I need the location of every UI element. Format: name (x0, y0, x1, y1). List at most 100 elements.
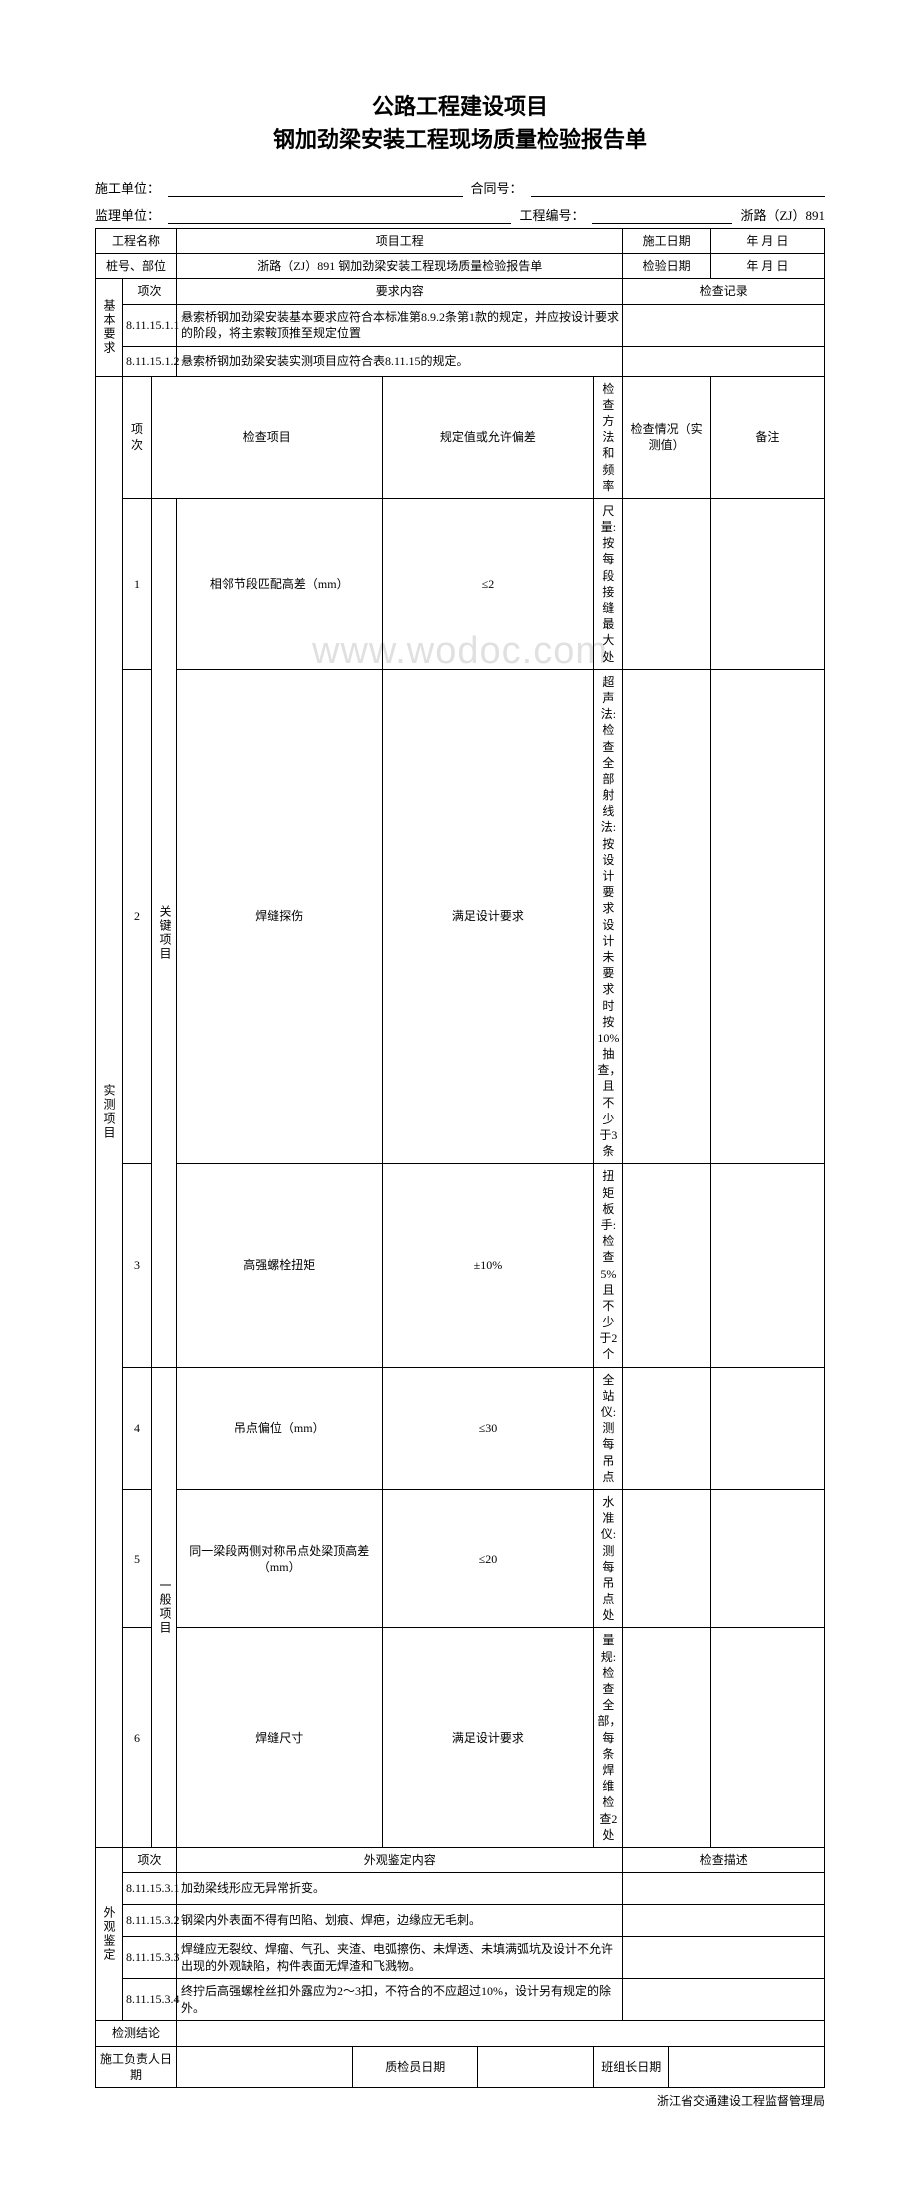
m-result-1[interactable] (623, 498, 710, 669)
conclusion-label: 检测结论 (96, 2021, 177, 2047)
m-remark-4[interactable] (710, 1367, 824, 1489)
m-remark-6[interactable] (710, 1628, 824, 1847)
document-container: 公路工程建设项目 钢加劲梁安装工程现场质量检验报告单 施工单位： 合同号： 监理… (95, 90, 825, 2109)
gcbh-label: 工程编号： (511, 205, 592, 224)
appearance-col-desc: 检查描述 (623, 1847, 825, 1872)
m-item-1: 相邻节段匹配高差（mm） (176, 498, 382, 669)
m-result-5[interactable] (623, 1489, 710, 1628)
appearance-row-3: 8.11.15.3.3 焊缝应无裂纹、焊瘤、气孔、夹渣、电弧擦伤、未焊透、未填满… (96, 1937, 825, 1979)
hth-value[interactable] (531, 181, 825, 197)
basic-content-2: 悬索桥钢加劲梁安装实测项目应符合表8.11.15的规定。 (176, 346, 622, 376)
m-remark-3[interactable] (710, 1164, 824, 1367)
m-spec-1: ≤2 (382, 498, 594, 669)
sgdw-value[interactable] (168, 181, 462, 197)
m-no-6: 6 (122, 1628, 151, 1847)
sgrq-label: 施工日期 (623, 229, 710, 254)
m-result-4[interactable] (623, 1367, 710, 1489)
key-label: 关键项目 (152, 498, 177, 1367)
m-spec-2: 满足设计要求 (382, 669, 594, 1164)
title-block: 公路工程建设项目 钢加劲梁安装工程现场质量检验报告单 (95, 90, 825, 156)
basic-section-label: 基本要求 (96, 279, 123, 376)
bzz-value[interactable] (669, 2047, 825, 2088)
signature-row: 施工负责人日期 质检员日期 班组长日期 (96, 2047, 825, 2088)
sgrq-value[interactable]: 年 月 日 (710, 229, 824, 254)
m-item-4: 吊点偏位（mm） (176, 1367, 382, 1489)
a-no-4: 8.11.15.3.4 (122, 1979, 176, 2021)
measured-col-remark: 备注 (710, 376, 824, 498)
m-method-3: 扭矩板手:检查5%且不少于2个 (594, 1164, 623, 1367)
m-no-4: 4 (122, 1367, 151, 1489)
jldw-value[interactable] (168, 208, 511, 224)
conclusion-row: 检测结论 (96, 2021, 825, 2047)
sgdw-label: 施工单位： (95, 178, 168, 197)
sgfzr-label: 施工负责人日期 (96, 2047, 177, 2088)
bzz-label: 班组长日期 (594, 2047, 669, 2088)
measured-row-4: 4 一般项目 吊点偏位（mm） ≤30 全站仪:测每吊点 (96, 1367, 825, 1489)
jyrq-value[interactable]: 年 月 日 (710, 254, 824, 279)
gcmc-label: 工程名称 (96, 229, 177, 254)
doc-code: 浙路（ZJ）891 (732, 205, 825, 224)
m-item-5: 同一梁段两侧对称吊点处梁顶高差（mm） (176, 1489, 382, 1628)
gcbh-value[interactable] (592, 208, 732, 224)
appearance-row-2: 8.11.15.3.2 钢梁内外表面不得有凹陷、划痕、焊疤，边缘应无毛刺。 (96, 1905, 825, 1937)
m-spec-5: ≤20 (382, 1489, 594, 1628)
footer-text: 浙江省交通建设工程监督管理局 (95, 2092, 825, 2109)
measured-row-3: 3 高强螺栓扭矩 ±10% 扭矩板手:检查5%且不少于2个 (96, 1164, 825, 1367)
zh-value: 浙路（ZJ）891 钢加劲梁安装工程现场质量检验报告单 (176, 254, 622, 279)
measured-row-1: 1 关键项目 相邻节段匹配高差（mm） ≤2 尺量:按每段接缝最大处 (96, 498, 825, 669)
main-table: 工程名称 项目工程 施工日期 年 月 日 桩号、部位 浙路（ZJ）891 钢加劲… (95, 228, 825, 2088)
basic-record-1[interactable] (623, 304, 825, 346)
m-item-2: 焊缝探伤 (176, 669, 382, 1164)
measured-row-6: 6 焊缝尺寸 满足设计要求 量规:检查全部，每条焊维检查2处 (96, 1628, 825, 1847)
measured-row-2: 2 焊缝探伤 满足设计要求 超声法:检查全部 射线法:按设计要求 设计未要求时按… (96, 669, 825, 1164)
basic-record-2[interactable] (623, 346, 825, 376)
appearance-section-label: 外观鉴定 (96, 1847, 123, 2020)
m-remark-2[interactable] (710, 669, 824, 1164)
conclusion-value[interactable] (176, 2021, 824, 2047)
measured-col-item: 检查项目 (152, 376, 382, 498)
m-spec-4: ≤30 (382, 1367, 594, 1489)
appearance-row-4: 8.11.15.3.4 终拧后高强螺栓丝扣外露应为2～3扣，不符合的不应超过10… (96, 1979, 825, 2021)
m-method-4: 全站仪:测每吊点 (594, 1367, 623, 1489)
basic-col-jilu: 检查记录 (623, 279, 825, 304)
sgfzr-value[interactable] (176, 2047, 352, 2088)
m-item-3: 高强螺栓扭矩 (176, 1164, 382, 1367)
m-no-1: 1 (122, 498, 151, 669)
appearance-row-1: 8.11.15.3.1 加劲梁线形应无异常折变。 (96, 1873, 825, 1905)
measured-row-5: 5 同一梁段两侧对称吊点处梁顶高差（mm） ≤20 水准仪:测每吊点处 (96, 1489, 825, 1628)
m-method-5: 水准仪:测每吊点处 (594, 1489, 623, 1628)
basic-header: 基本要求 项次 要求内容 检查记录 (96, 279, 825, 304)
a-desc-1[interactable] (623, 1873, 825, 1905)
title-line2: 钢加劲梁安装工程现场质量检验报告单 (95, 123, 825, 156)
a-content-3: 焊缝应无裂纹、焊瘤、气孔、夹渣、电弧擦伤、未焊透、未填满弧坑及设计不允许出现的外… (176, 1937, 622, 1979)
basic-col-yaoqiu: 要求内容 (176, 279, 622, 304)
title-line1: 公路工程建设项目 (95, 90, 825, 123)
m-remark-1[interactable] (710, 498, 824, 669)
basic-row-1: 8.11.15.1.1 悬索桥钢加劲梁安装基本要求应符合本标准第8.9.2条第1… (96, 304, 825, 346)
zjy-value[interactable] (478, 2047, 594, 2088)
m-no-5: 5 (122, 1489, 151, 1628)
m-no-3: 3 (122, 1164, 151, 1367)
m-method-6: 量规:检查全部，每条焊维检查2处 (594, 1628, 623, 1847)
a-desc-4[interactable] (623, 1979, 825, 2021)
measured-col-spec: 规定值或允许偏差 (382, 376, 594, 498)
general-label: 一般项目 (152, 1367, 177, 1847)
measured-header: 实测项目 项次 检查项目 规定值或允许偏差 检查方法和频率 检查情况（实测值） … (96, 376, 825, 498)
a-desc-3[interactable] (623, 1937, 825, 1979)
header-row-2: 监理单位： 工程编号： 浙路（ZJ）891 (95, 205, 825, 224)
a-no-2: 8.11.15.3.2 (122, 1905, 176, 1937)
m-result-6[interactable] (623, 1628, 710, 1847)
gcmc-value: 项目工程 (176, 229, 622, 254)
m-result-3[interactable] (623, 1164, 710, 1367)
m-result-2[interactable] (623, 669, 710, 1164)
info-row-1: 工程名称 项目工程 施工日期 年 月 日 (96, 229, 825, 254)
measured-col-xiangci: 项次 (122, 376, 151, 498)
m-spec-3: ±10% (382, 1164, 594, 1367)
a-desc-2[interactable] (623, 1905, 825, 1937)
appearance-col-content: 外观鉴定内容 (176, 1847, 622, 1872)
m-method-1: 尺量:按每段接缝最大处 (594, 498, 623, 669)
basic-no-2: 8.11.15.1.2 (122, 346, 176, 376)
basic-col-xiangci: 项次 (122, 279, 176, 304)
m-remark-5[interactable] (710, 1489, 824, 1628)
m-method-2: 超声法:检查全部 射线法:按设计要求 设计未要求时按10%抽查，且不少于3条 (594, 669, 623, 1164)
